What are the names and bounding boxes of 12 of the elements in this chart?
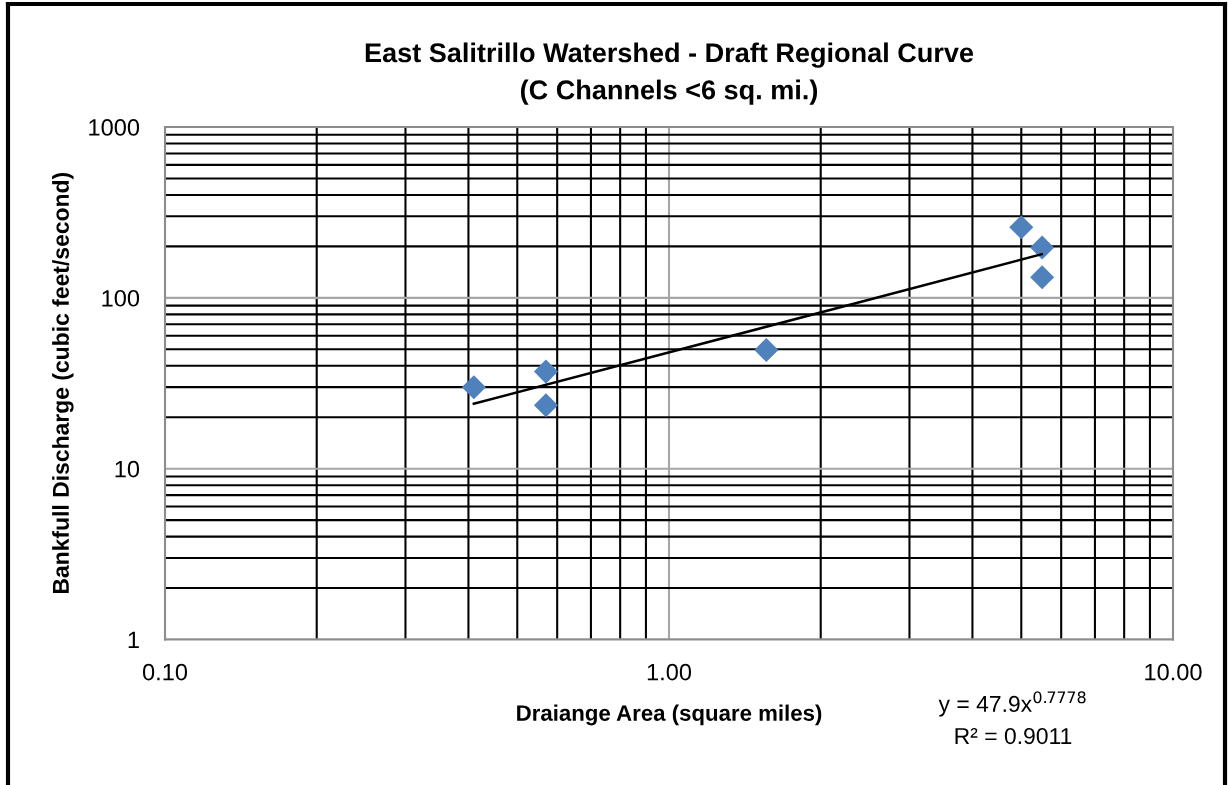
y-tick-label: 100 [102, 289, 140, 307]
x-tick-label: 10.00 [1145, 663, 1202, 681]
x-tick-label: 0.10 [142, 663, 188, 681]
y-tick-label: 1000 [89, 119, 140, 136]
x-axis-title: Draiange Area (square miles) [517, 704, 822, 726]
chart-title: East Salitrillo Watershed - Draft Regional Curve (C Channels <6 sq. mi.) [365, 42, 974, 105]
y-axis-title: Bankfull Discharge (cubic feet/second) [52, 172, 74, 594]
y-tick-label: 1 [128, 631, 139, 649]
text: R² = 0.9011 [955, 727, 1072, 745]
text: y = 47.9x$^{0.7778}$ [938, 691, 1086, 717]
y-tick-label: 10 [115, 460, 140, 478]
x-tick-label: 1.00 [647, 663, 692, 681]
